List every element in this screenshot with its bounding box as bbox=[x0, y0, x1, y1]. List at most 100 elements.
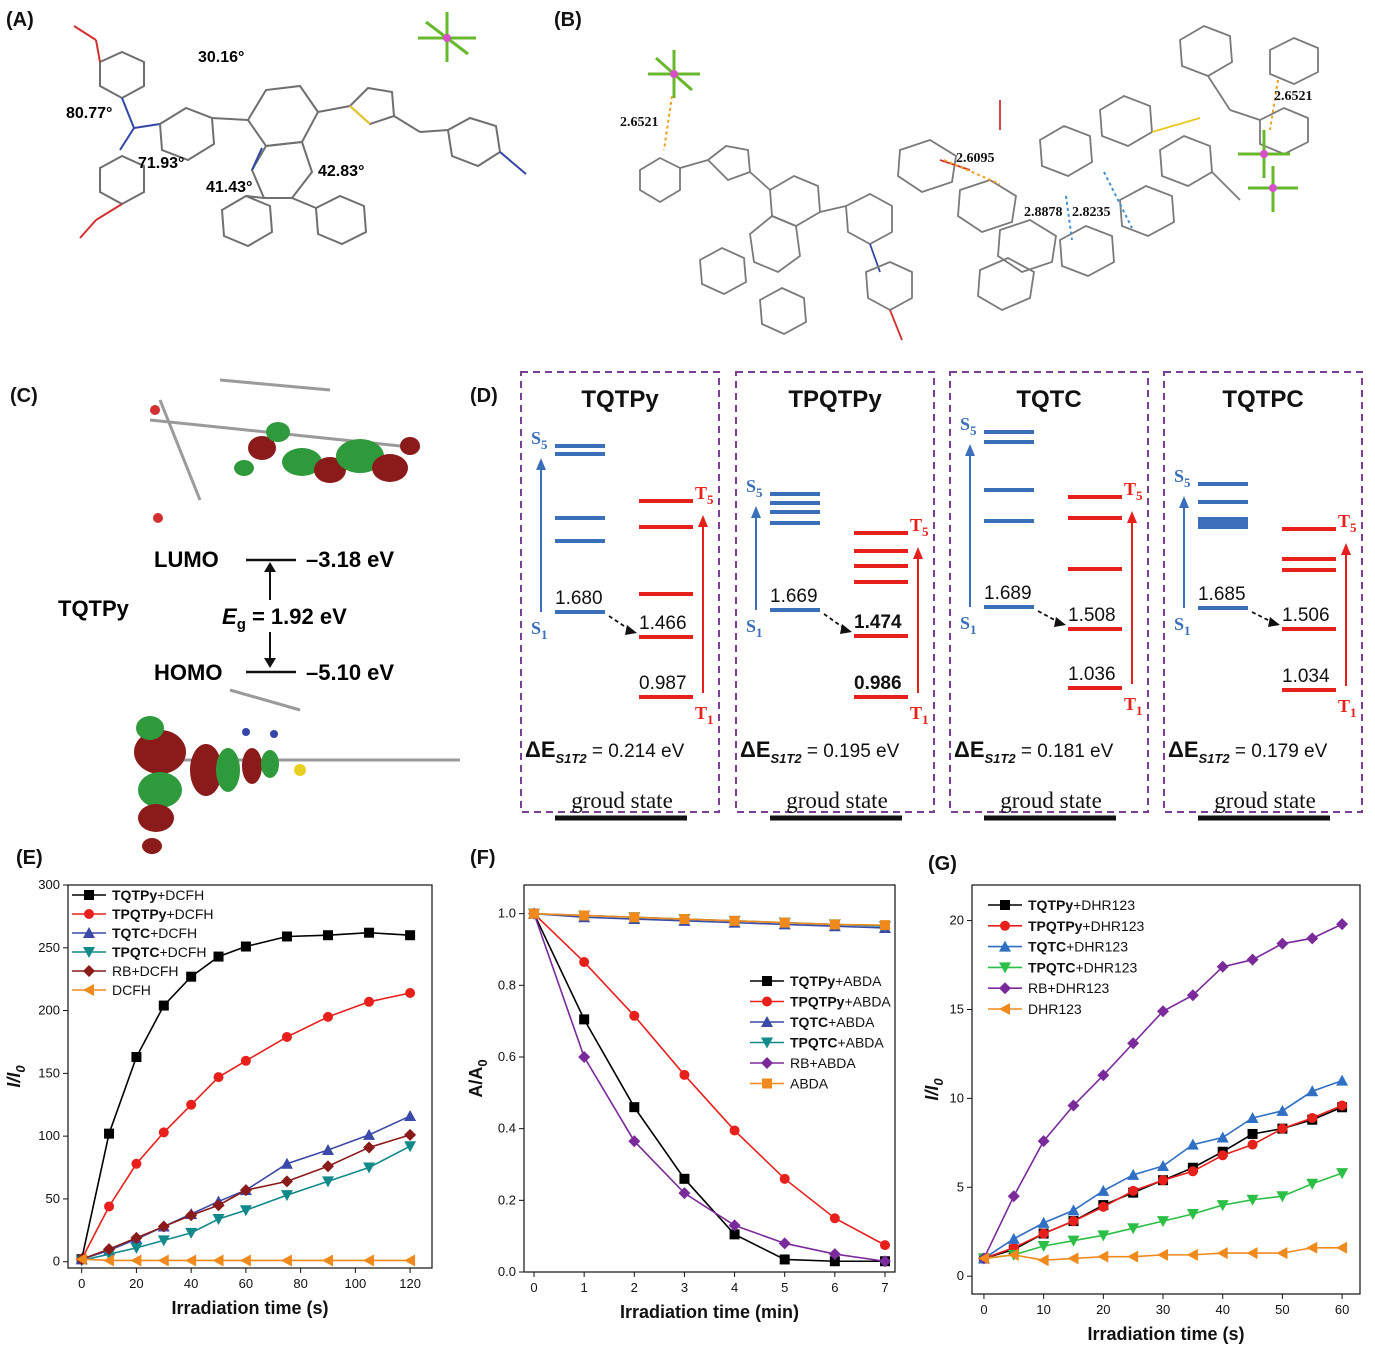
energy-diagram-tqtc: TQTC S5 S1 T5 T1 1.689 1.508 1.036 ΔES1T2 = 0.18… bbox=[949, 371, 1149, 821]
series-dcfh bbox=[75, 1253, 416, 1267]
data-point bbox=[628, 1135, 641, 1148]
data-point bbox=[829, 919, 840, 930]
homo-orbital-image bbox=[134, 688, 460, 854]
data-point bbox=[779, 1254, 790, 1265]
legend-label: TQTC+DHR123 bbox=[1028, 939, 1128, 955]
data-point bbox=[977, 1252, 989, 1265]
x-tick-label: 100 bbox=[345, 1276, 367, 1291]
distance-label-5: 2.8235 bbox=[1072, 205, 1111, 220]
series-abda bbox=[529, 908, 890, 931]
legend-label: ABDA bbox=[790, 1076, 829, 1092]
x-tick-label: 50 bbox=[1275, 1302, 1289, 1317]
series-line bbox=[533, 913, 886, 1246]
data-point bbox=[322, 1176, 334, 1188]
data-point bbox=[75, 1253, 87, 1266]
data-point bbox=[404, 1254, 416, 1267]
data-point bbox=[1037, 1135, 1050, 1148]
angle-label-1: 80.77° bbox=[66, 105, 112, 122]
data-point bbox=[363, 1141, 376, 1154]
compound-name: TPQTPy bbox=[788, 386, 882, 413]
data-point bbox=[729, 915, 740, 926]
data-point bbox=[363, 1162, 376, 1174]
legend-marker bbox=[762, 1078, 772, 1089]
legend-label: TQTPy+DCFH bbox=[112, 887, 204, 903]
data-point bbox=[1067, 1235, 1080, 1247]
panel-label-g: (G) bbox=[928, 853, 957, 875]
data-point bbox=[1216, 960, 1229, 973]
data-point bbox=[1306, 1241, 1318, 1254]
triplet-arrow-head bbox=[698, 515, 708, 527]
data-point bbox=[1306, 932, 1319, 945]
y-tick-label: 0.2 bbox=[498, 1192, 516, 1207]
angle-label-5: 42.83° bbox=[318, 163, 364, 180]
angle-label-4: 41.43° bbox=[206, 179, 252, 196]
data-point bbox=[280, 1157, 293, 1169]
pf6-anion-a bbox=[418, 12, 476, 62]
lumo-label: LUMO bbox=[154, 547, 219, 572]
state-label-s5: S5 bbox=[1174, 466, 1191, 490]
data-point bbox=[678, 1187, 691, 1200]
s1-energy: 1.685 bbox=[1198, 584, 1246, 605]
x-tick-label: 6 bbox=[831, 1280, 838, 1295]
legend-label: RB+DCFH bbox=[112, 963, 179, 979]
data-point bbox=[1158, 1175, 1169, 1186]
data-point bbox=[1187, 1166, 1198, 1177]
data-point bbox=[130, 1231, 143, 1244]
data-point bbox=[629, 1010, 640, 1021]
legend: TQTPy+ABDA TPQTPy+ABDA TQTC+ABDA TPQTC+ABDA… bbox=[750, 973, 891, 1092]
legend-marker bbox=[84, 909, 94, 919]
legend-marker bbox=[1000, 900, 1010, 910]
data-point bbox=[1246, 1194, 1259, 1206]
data-point bbox=[405, 930, 416, 941]
data-point bbox=[1007, 1232, 1020, 1244]
y-tick-label: 200 bbox=[38, 1003, 60, 1018]
y-tick-label: 15 bbox=[950, 1001, 964, 1016]
pf6-anion-b1 bbox=[648, 50, 700, 98]
data-point bbox=[728, 1219, 741, 1232]
chart-e: 0 20 40 60 80 100 120 0 50 100 150 200 250 300 Irradia… bbox=[4, 877, 433, 1318]
data-point bbox=[281, 931, 292, 942]
data-point bbox=[779, 917, 790, 928]
x-tick-label: 20 bbox=[1096, 1302, 1110, 1317]
data-point bbox=[1097, 1250, 1109, 1263]
x-tick-label: 7 bbox=[881, 1280, 888, 1295]
series-rb-dhr123 bbox=[977, 918, 1349, 1265]
panel-label-a: (A) bbox=[6, 9, 34, 31]
singlet-arrow-head bbox=[1179, 496, 1189, 508]
x-tick-label: 1 bbox=[581, 1280, 588, 1295]
angle-label-3: 30.16° bbox=[198, 49, 244, 66]
x-tick-label: 0 bbox=[530, 1280, 537, 1295]
legend-marker bbox=[83, 965, 95, 977]
isc-arrow-head bbox=[1268, 617, 1280, 627]
data-point bbox=[212, 1254, 224, 1267]
series-tpqtpy-dcfh bbox=[76, 987, 416, 1265]
data-point bbox=[1128, 1185, 1139, 1196]
series-tpqtc-dcfh bbox=[75, 1141, 417, 1267]
singlet-arrow-head bbox=[965, 444, 975, 456]
data-point bbox=[322, 1254, 333, 1267]
y-axis-title: A/A0 bbox=[466, 1059, 490, 1097]
data-point bbox=[185, 1227, 198, 1239]
state-label-t5: T5 bbox=[1338, 511, 1357, 535]
t2-energy: 1.474 bbox=[854, 612, 902, 633]
x-tick-label: 30 bbox=[1156, 1302, 1170, 1317]
t2-energy: 1.508 bbox=[1068, 605, 1116, 626]
legend-label: TQTC+ABDA bbox=[790, 1014, 875, 1030]
data-point bbox=[1306, 1178, 1319, 1190]
data-point bbox=[1276, 1247, 1288, 1260]
t1-energy: 0.986 bbox=[854, 673, 902, 694]
y-tick-label: 0.0 bbox=[498, 1264, 516, 1279]
data-point bbox=[1276, 937, 1289, 950]
x-tick-label: 80 bbox=[293, 1276, 307, 1291]
panel-label-c: (C) bbox=[10, 385, 38, 407]
legend-marker bbox=[762, 976, 772, 986]
ground-state-label: groud state bbox=[1214, 788, 1316, 813]
series-line bbox=[983, 1172, 1343, 1260]
data-point bbox=[1067, 1252, 1079, 1265]
distance-label-1: 2.6521 bbox=[620, 115, 659, 130]
y-tick-label: 0.4 bbox=[498, 1121, 516, 1136]
t1-energy: 0.987 bbox=[639, 673, 687, 694]
legend-label: TQTC+DCFH bbox=[112, 925, 197, 941]
data-point bbox=[729, 1229, 740, 1240]
